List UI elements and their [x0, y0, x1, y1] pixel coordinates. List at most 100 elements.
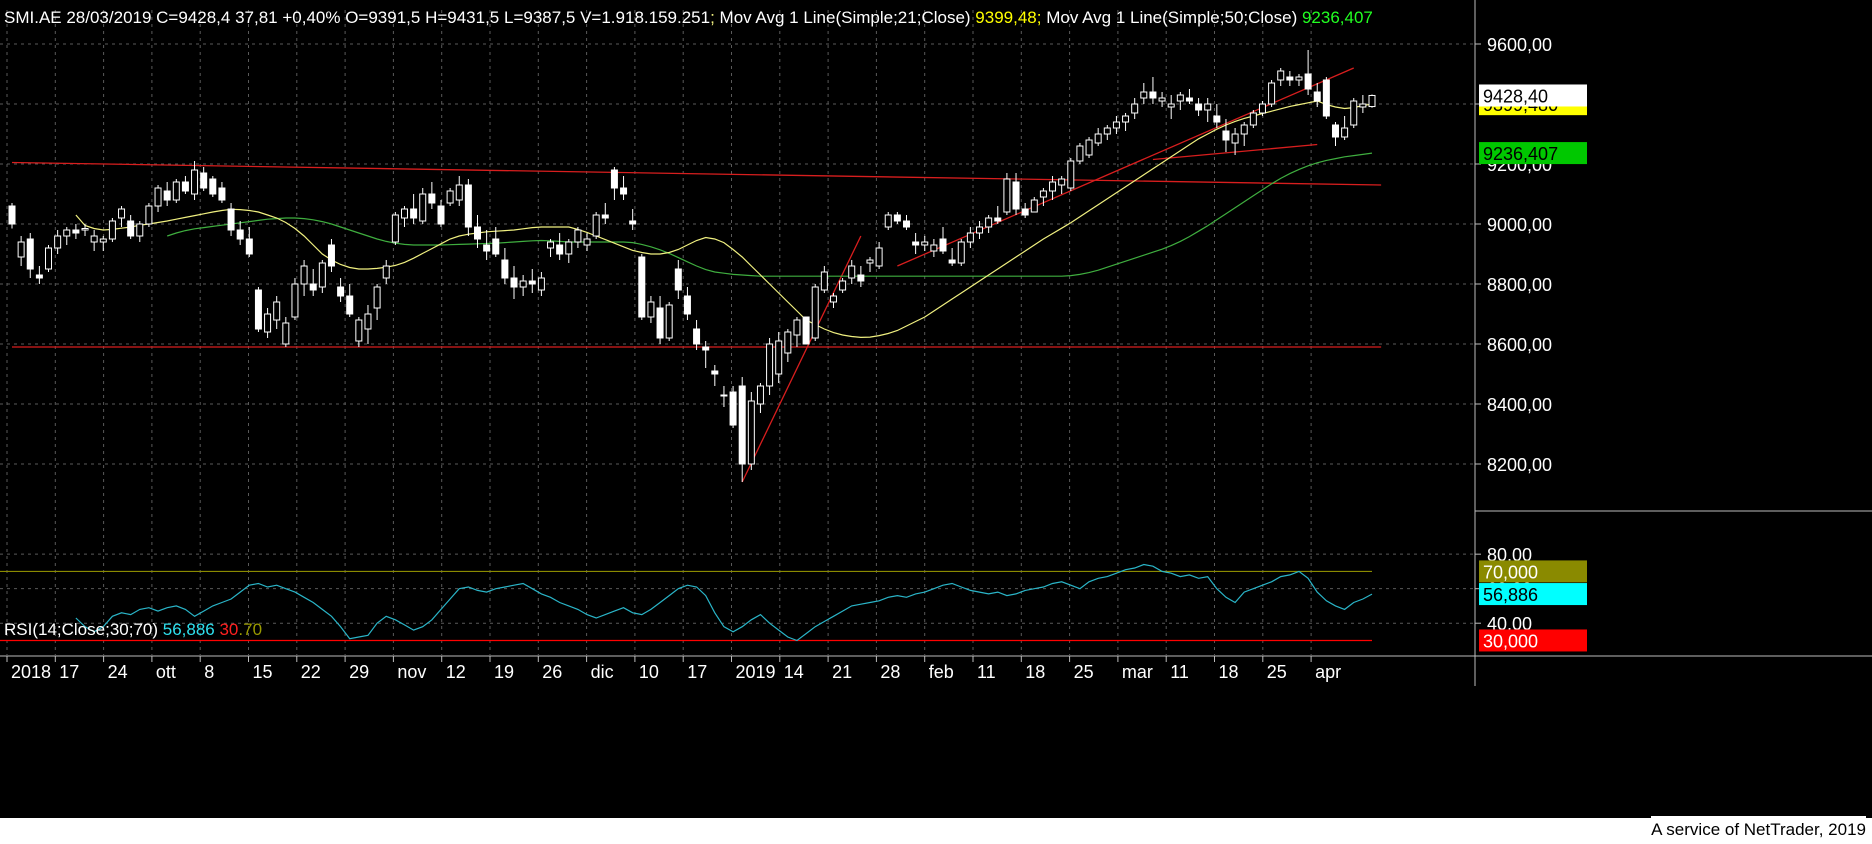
candle — [638, 254, 646, 320]
candle — [784, 329, 792, 362]
candle — [729, 386, 737, 428]
candle-body-up — [1350, 100, 1358, 126]
candle — [437, 200, 445, 227]
candle-body-down — [227, 208, 235, 231]
candle — [1268, 80, 1276, 107]
rsi-30-tag: 30,000 — [1483, 631, 1538, 651]
candle — [118, 206, 126, 227]
candle — [711, 365, 719, 386]
candle-body-down — [428, 193, 436, 204]
candle-body-down — [857, 274, 865, 282]
rsi-label: RSI(14;Close;30;70) — [4, 620, 163, 639]
candle — [1249, 110, 1257, 128]
candle-body-up — [1295, 76, 1303, 81]
candle-body-up — [820, 271, 828, 291]
candle — [1213, 104, 1221, 128]
candle-body-up — [145, 205, 153, 225]
candle-body-up — [300, 265, 308, 285]
candle — [90, 230, 98, 251]
candle — [839, 278, 847, 293]
candle-body-up — [647, 301, 655, 318]
candle — [218, 182, 226, 203]
candle — [1122, 113, 1130, 131]
candle-body-down — [209, 178, 217, 195]
candle-body-up — [766, 343, 774, 387]
candle-body-up — [565, 241, 573, 255]
candle-body-up — [373, 286, 381, 309]
rsi-30-tag-bg — [1479, 629, 1587, 652]
candle-body-down — [346, 295, 354, 315]
footer-credit: A service of NetTrader, 2019 — [1651, 816, 1866, 844]
price-tick-label: 8800,00 — [1487, 275, 1552, 295]
candle — [528, 269, 536, 293]
candle — [209, 176, 217, 197]
candle — [1149, 77, 1157, 104]
header-separator: ; — [710, 8, 715, 27]
candle-body-up — [382, 265, 390, 279]
candle — [63, 227, 71, 245]
candle-body-up — [966, 232, 974, 243]
candle-body-up — [1049, 181, 1057, 192]
candle — [939, 227, 947, 254]
candle — [802, 316, 810, 345]
candle — [811, 284, 819, 341]
candle-body-up — [1176, 94, 1184, 102]
candle-body-down — [1222, 130, 1230, 141]
candle — [601, 203, 609, 224]
candle-body-up — [63, 229, 71, 237]
candle-body-up — [1067, 160, 1075, 189]
candle-body-up — [665, 304, 673, 339]
candle-body-up — [154, 187, 162, 207]
candle-body-up — [1030, 199, 1038, 213]
time-tick-label: 18 — [1025, 662, 1045, 682]
candle-body-up — [264, 313, 272, 333]
candle — [464, 179, 472, 236]
candle-body-up — [1341, 127, 1349, 138]
candle — [766, 338, 774, 395]
candle — [547, 239, 555, 257]
candle-body-up — [1240, 124, 1248, 135]
candle — [1331, 122, 1339, 146]
candle-body-up — [45, 247, 53, 270]
candle-body-up — [191, 169, 199, 195]
candle — [172, 179, 180, 203]
candle-body-down — [556, 244, 564, 255]
candle-body-up — [1122, 115, 1130, 123]
candle-body-up — [720, 394, 728, 397]
candle-body-up — [1268, 82, 1276, 105]
candle-body-up — [1359, 103, 1367, 108]
candle — [99, 236, 107, 251]
candle — [537, 272, 545, 296]
candle-body-up — [793, 319, 801, 336]
candle — [693, 320, 701, 350]
time-tick-label: 8 — [204, 662, 214, 682]
candle-body-down — [656, 307, 664, 339]
candle-body-down — [893, 214, 901, 222]
time-tick-label: 25 — [1267, 662, 1287, 682]
price-tick-label: 9000,00 — [1487, 215, 1552, 235]
time-tick-label: dic — [591, 662, 614, 682]
candle — [829, 293, 837, 308]
rsi-value-tag: 56,886 — [1483, 585, 1538, 605]
candle-body-up — [446, 190, 454, 204]
candle-body-up — [784, 331, 792, 354]
candle-body-up — [291, 283, 299, 318]
trendline — [11, 161, 1382, 186]
candle-body-down — [254, 289, 262, 330]
trendline — [897, 67, 1355, 267]
candle-body-up — [574, 229, 582, 243]
candle — [26, 233, 34, 278]
candle — [309, 269, 317, 296]
candle — [501, 248, 509, 284]
candle-body-up — [583, 238, 591, 246]
candle-body-up — [547, 241, 555, 249]
candle-body-up — [400, 208, 408, 219]
candle-body-up — [17, 241, 25, 258]
candle-body-up — [1158, 97, 1166, 102]
candle — [1103, 125, 1111, 140]
candle — [1304, 50, 1312, 95]
candle-body-up — [1277, 70, 1285, 81]
candle — [1131, 98, 1139, 119]
candle-body-up — [54, 235, 62, 249]
